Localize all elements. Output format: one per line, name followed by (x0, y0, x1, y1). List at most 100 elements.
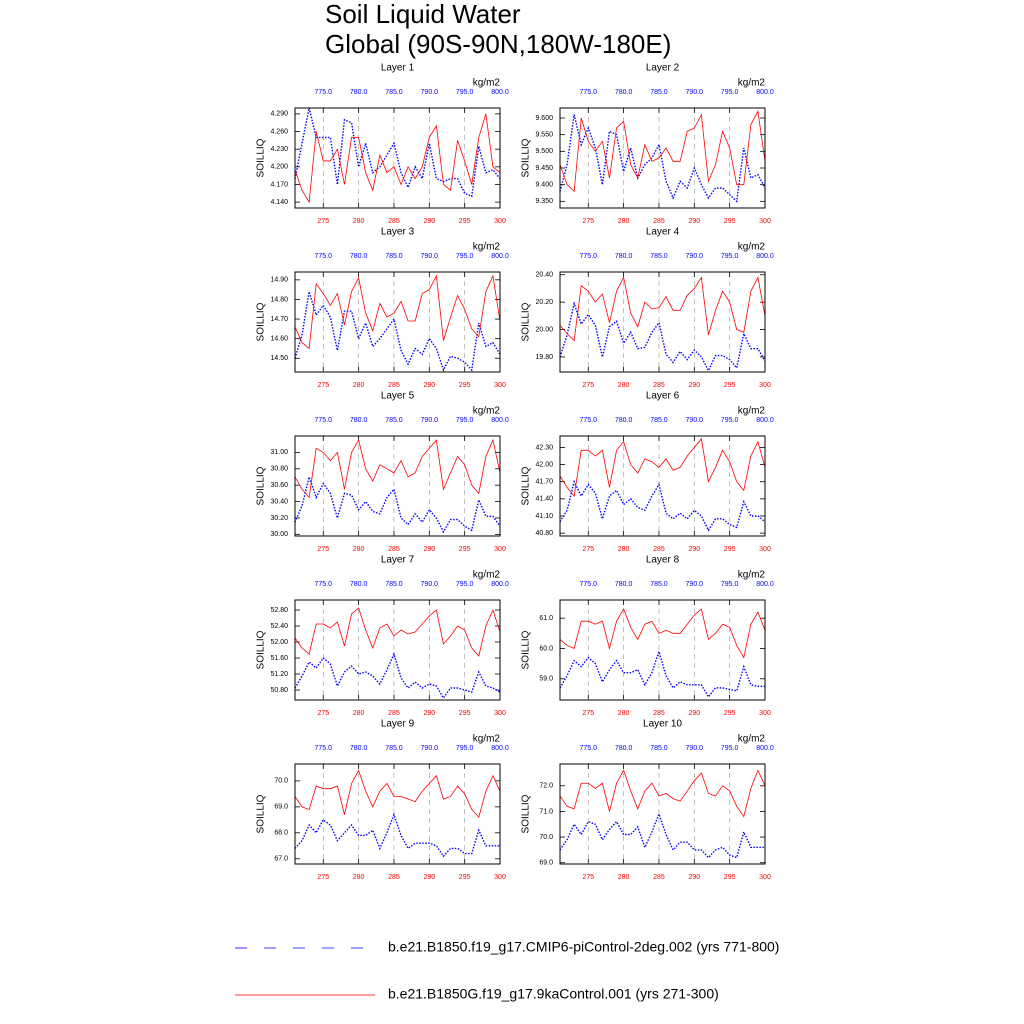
y-tick-label: 68.0 (274, 830, 288, 837)
y-tick-label: 69.0 (539, 860, 553, 867)
panel-title: Layer 6 (646, 391, 680, 402)
legend-label: b.e21.B1850G.f19_g17.9kaControl.001 (yrs… (388, 986, 719, 1002)
y-tick-label: 9.550 (535, 132, 553, 139)
plot-frame (294, 763, 501, 865)
y-tick-label: 9.350 (535, 198, 553, 205)
x2-tick-label: 790.0 (686, 89, 704, 96)
plot-frame (559, 599, 766, 701)
x-tick-label: 300 (759, 382, 771, 389)
x2-tick-label: 785.0 (385, 581, 403, 588)
y-tick-label: 19.80 (535, 354, 553, 361)
x2-tick-label: 790.0 (421, 89, 439, 96)
x2-tick-label: 780.0 (615, 417, 633, 424)
y-tick-label: 31.00 (270, 449, 288, 456)
units-label: kg/m2 (473, 78, 501, 89)
y-axis-label: SOILLIQ (256, 794, 267, 833)
x2-tick-label: 785.0 (385, 745, 403, 752)
y-axis-label: SOILLIQ (521, 466, 532, 505)
x-tick-label: 295 (459, 874, 471, 881)
x2-tick-label: 795.0 (721, 581, 739, 588)
units-label: kg/m2 (738, 570, 766, 581)
x-tick-label: 290 (688, 874, 700, 881)
data-line (559, 300, 766, 373)
y-axis-label: SOILLIQ (521, 630, 532, 669)
y-tick-label: 4.200 (270, 164, 288, 171)
x-tick-label: 300 (759, 218, 771, 225)
x-tick-label: 280 (618, 382, 630, 389)
y-tick-label: 72.0 (539, 783, 553, 790)
data-line (294, 474, 501, 534)
x2-tick-label: 800.0 (756, 253, 774, 260)
x2-tick-label: 795.0 (721, 417, 739, 424)
x2-tick-label: 800.0 (491, 89, 509, 96)
x2-tick-label: 780.0 (615, 89, 633, 96)
legend-label: b.e21.B1850.f19_g17.CMIP6-piControl-2deg… (388, 939, 779, 955)
x2-tick-label: 795.0 (456, 253, 474, 260)
x-tick-label: 295 (724, 546, 736, 553)
x-tick-label: 285 (653, 382, 665, 389)
x2-tick-label: 785.0 (385, 253, 403, 260)
y-tick-label: 51.20 (270, 671, 288, 678)
data-line (294, 274, 501, 350)
page-subtitle: Global (90S-90N,180W-180E) (325, 29, 671, 59)
y-tick-label: 14.60 (270, 336, 288, 343)
x2-tick-label: 775.0 (315, 253, 333, 260)
x-tick-label: 295 (724, 710, 736, 717)
y-tick-label: 30.00 (270, 531, 288, 538)
x-tick-label: 290 (688, 382, 700, 389)
y-tick-label: 30.80 (270, 466, 288, 473)
data-line (294, 113, 501, 204)
x2-tick-label: 780.0 (350, 581, 368, 588)
x-tick-label: 300 (494, 710, 506, 717)
x-tick-label: 280 (618, 874, 630, 881)
y-axis-label: SOILLIQ (521, 794, 532, 833)
x-tick-label: 290 (423, 546, 435, 553)
units-label: kg/m2 (738, 406, 766, 417)
x-tick-label: 295 (459, 710, 471, 717)
x-tick-label: 300 (494, 382, 506, 389)
x-tick-label: 275 (317, 874, 329, 881)
y-tick-label: 52.80 (270, 607, 288, 614)
plot-frame (559, 435, 766, 537)
x-tick-label: 300 (494, 218, 506, 225)
units-label: kg/m2 (738, 242, 766, 253)
y-tick-label: 70.0 (274, 778, 288, 785)
x-tick-label: 290 (423, 874, 435, 881)
x2-tick-label: 780.0 (615, 581, 633, 588)
y-tick-label: 4.290 (270, 111, 288, 118)
x2-tick-label: 785.0 (385, 89, 403, 96)
data-line (294, 651, 501, 700)
x2-tick-label: 785.0 (385, 417, 403, 424)
x2-tick-label: 775.0 (315, 89, 333, 96)
data-line (294, 812, 500, 858)
y-tick-label: 71.0 (539, 808, 553, 815)
x2-tick-label: 775.0 (315, 417, 333, 424)
y-tick-label: 14.90 (270, 277, 288, 284)
x-tick-label: 280 (353, 874, 365, 881)
plot-frame (559, 107, 766, 209)
x2-tick-label: 800.0 (756, 581, 774, 588)
y-tick-label: 30.60 (270, 482, 288, 489)
y-axis-label: SOILLIQ (256, 138, 267, 177)
data-line (294, 107, 501, 198)
x-tick-label: 295 (724, 874, 736, 881)
x2-tick-label: 780.0 (615, 253, 633, 260)
y-tick-label: 67.0 (274, 856, 288, 863)
x-tick-label: 280 (618, 546, 630, 553)
x2-tick-label: 790.0 (421, 253, 439, 260)
x-tick-label: 285 (653, 710, 665, 717)
x-tick-label: 280 (353, 546, 365, 553)
data-line (559, 479, 766, 532)
x2-tick-label: 775.0 (580, 417, 598, 424)
x2-tick-label: 775.0 (580, 89, 598, 96)
x-tick-label: 285 (388, 382, 400, 389)
x2-tick-label: 800.0 (756, 745, 774, 752)
x-tick-label: 295 (459, 382, 471, 389)
x-tick-label: 275 (317, 546, 329, 553)
x2-tick-label: 785.0 (650, 581, 668, 588)
x-tick-label: 295 (724, 218, 736, 225)
units-label: kg/m2 (473, 734, 501, 745)
panel-title: Layer 9 (381, 719, 415, 730)
units-label: kg/m2 (473, 570, 501, 581)
panel-title: Layer 7 (381, 555, 415, 566)
